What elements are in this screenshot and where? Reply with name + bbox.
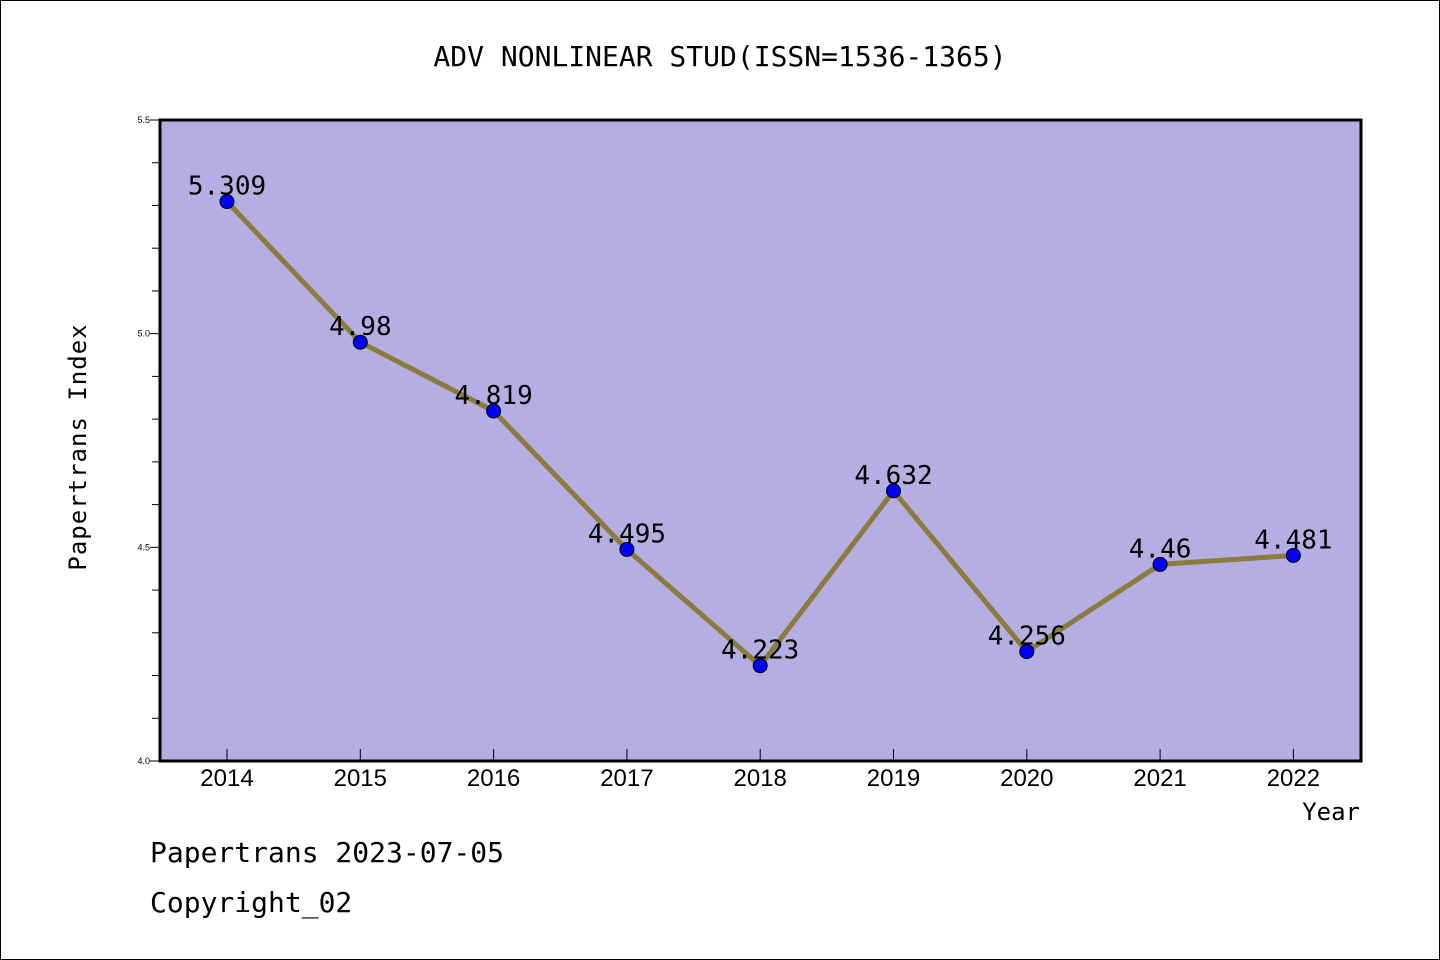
data-point bbox=[1019, 644, 1035, 660]
data-label: 4.481 bbox=[1254, 525, 1332, 555]
y-axis-label: Papertrans Index bbox=[64, 323, 92, 570]
x-tick-label: 2020 bbox=[1000, 765, 1053, 792]
data-point bbox=[352, 334, 368, 350]
chart-title: ADV NONLINEAR STUD(ISSN=1536-1365) bbox=[433, 40, 1006, 73]
data-markers bbox=[219, 194, 1301, 674]
data-label: 5.309 bbox=[188, 172, 266, 202]
y-tick-label: 4.0 bbox=[137, 756, 150, 766]
x-ticks bbox=[226, 749, 1294, 761]
data-label: 4.256 bbox=[988, 622, 1066, 652]
y-minor-ticks bbox=[150, 119, 160, 762]
x-tick-label: 2022 bbox=[1267, 765, 1320, 792]
footer-copyright: Copyright_02 bbox=[150, 886, 353, 919]
data-point bbox=[219, 194, 235, 210]
plot-area bbox=[158, 118, 1363, 763]
x-axis-label: Year bbox=[1302, 798, 1360, 826]
x-tick-label: 2015 bbox=[334, 765, 387, 792]
data-label: 4.98 bbox=[329, 312, 392, 342]
data-point bbox=[486, 403, 502, 419]
y-tick-label: 4.5 bbox=[137, 542, 150, 552]
y-tick-label: 5.0 bbox=[137, 329, 150, 339]
x-tick-labels: 2014 2015 2016 2017 2018 2019 2020 2021 2022 bbox=[200, 765, 1320, 792]
data-point bbox=[1152, 556, 1168, 572]
data-label: 4.223 bbox=[721, 636, 799, 666]
x-tick-label: 2021 bbox=[1133, 765, 1186, 792]
footer-date: Papertrans 2023-07-05 bbox=[150, 836, 505, 869]
x-tick-label: 2016 bbox=[467, 765, 520, 792]
data-label: 4.819 bbox=[454, 381, 532, 411]
data-point bbox=[886, 483, 901, 499]
data-labels: 5.309 4.98 4.819 4.495 4.223 4.632 4.256 4.46 4.… bbox=[188, 172, 1333, 666]
data-point bbox=[752, 658, 768, 674]
x-tick-label: 2018 bbox=[734, 765, 787, 792]
data-point bbox=[619, 541, 635, 557]
x-tick-label: 2017 bbox=[600, 765, 653, 792]
x-tick-label: 2014 bbox=[200, 765, 253, 792]
y-tick-labels: 4.0 4.5 5.0 5.5 bbox=[137, 115, 150, 766]
data-label: 4.46 bbox=[1129, 534, 1192, 564]
data-label: 4.495 bbox=[588, 519, 666, 549]
y-tick-label: 5.5 bbox=[137, 115, 150, 125]
data-label: 4.632 bbox=[854, 461, 932, 491]
data-point bbox=[1285, 547, 1301, 563]
x-tick-label: 2019 bbox=[867, 765, 920, 792]
